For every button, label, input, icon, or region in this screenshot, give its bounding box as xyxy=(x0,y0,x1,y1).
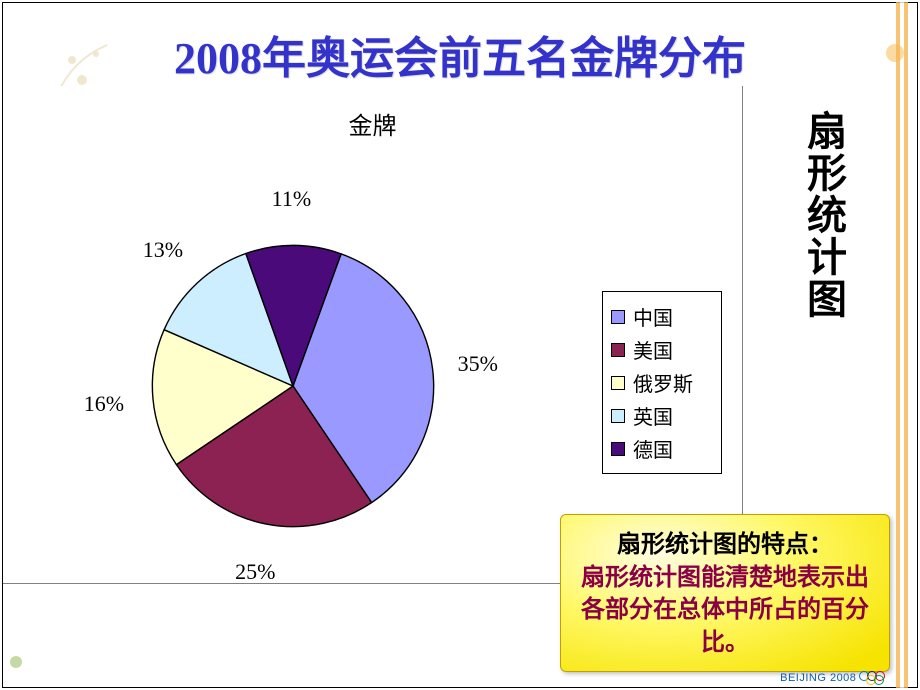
legend-swatch xyxy=(611,409,625,423)
feature-callout: 扇形统计图的特点： 扇形统计图能清楚地表示出各部分在总体中所占的百分比。 xyxy=(560,514,890,672)
legend-swatch xyxy=(611,442,625,456)
legend-label: 俄罗斯 xyxy=(633,368,693,397)
logo-text: BEIJING 2008 xyxy=(780,672,856,684)
pie-slice-label: 16% xyxy=(84,391,124,417)
legend-item: 美国 xyxy=(611,335,713,364)
vertical-side-title: 扇形统计图 xyxy=(794,110,852,320)
legend-label: 中国 xyxy=(633,302,673,331)
legend-label: 美国 xyxy=(633,335,673,364)
pie-plot xyxy=(143,236,443,536)
pie-slice-label: 13% xyxy=(143,237,183,263)
right-ornament-line xyxy=(896,2,908,688)
ornament-dot xyxy=(10,656,22,668)
legend-swatch xyxy=(611,376,625,390)
page-title: 2008年奥运会前五名金牌分布 xyxy=(0,22,920,86)
legend-label: 德国 xyxy=(633,434,673,463)
legend-item: 俄罗斯 xyxy=(611,368,713,397)
beijing2008-logo: BEIJING 2008 xyxy=(780,671,900,684)
olympic-rings-icon xyxy=(860,671,900,684)
pie-chart: 金牌 35% 25% 16% 13% 11% 中国美国俄罗斯英国德国 xyxy=(3,86,743,584)
pie-slice-label: 35% xyxy=(458,351,498,377)
callout-heading: 扇形统计图的特点： xyxy=(577,529,873,561)
legend: 中国美国俄罗斯英国德国 xyxy=(602,291,722,474)
legend-item: 德国 xyxy=(611,434,713,463)
legend-item: 英国 xyxy=(611,401,713,430)
pie-slice-label: 11% xyxy=(272,186,312,212)
legend-item: 中国 xyxy=(611,302,713,331)
chart-title: 金牌 xyxy=(3,106,742,141)
legend-label: 英国 xyxy=(633,401,673,430)
pie-slice-label: 25% xyxy=(235,559,275,585)
legend-swatch xyxy=(611,310,625,324)
legend-swatch xyxy=(611,343,625,357)
callout-body: 扇形统计图能清楚地表示出各部分在总体中所占的百分比。 xyxy=(577,562,873,659)
